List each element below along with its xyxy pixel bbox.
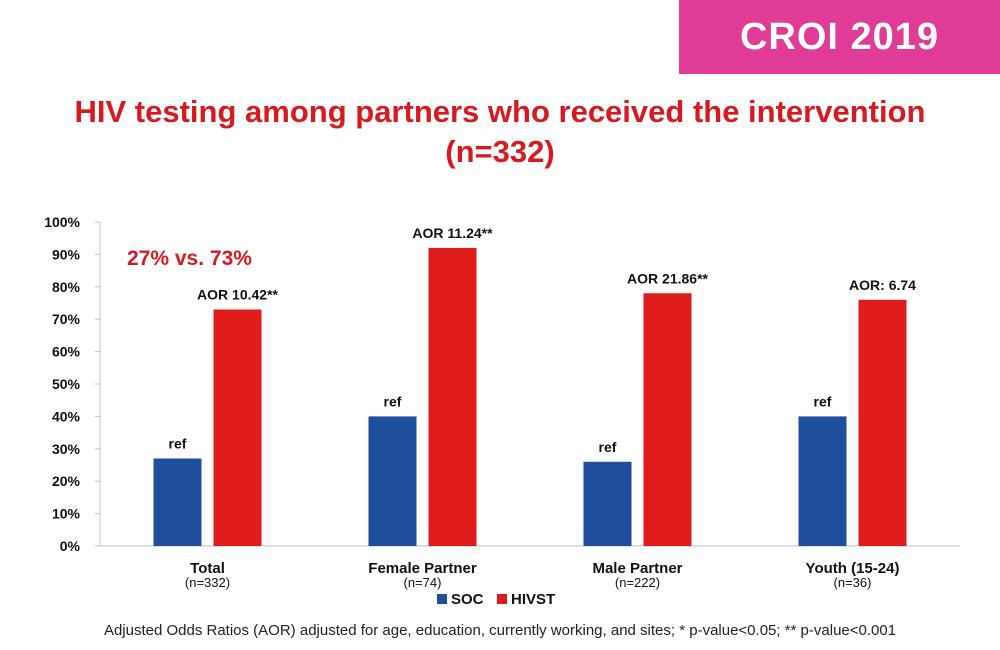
bar-data-label: ref [599, 439, 617, 455]
x-category-label: Female Partner [368, 560, 477, 577]
chart-title-line2: (n=332) [445, 134, 555, 169]
bar-soc [368, 416, 417, 546]
y-tick-label: 20% [52, 473, 81, 489]
bar-data-label: ref [814, 393, 832, 409]
y-tick-label: 90% [52, 246, 81, 262]
legend-swatch-hivst [497, 594, 507, 604]
bar-soc [153, 458, 202, 546]
y-tick-label: 40% [52, 408, 81, 424]
x-category-sublabel: (n=332) [185, 575, 230, 590]
bar-data-label: AOR: 6.74 [849, 277, 916, 293]
bar-soc [583, 461, 632, 546]
y-tick-label: 70% [52, 311, 81, 327]
bar-hivst [213, 309, 262, 546]
x-category-sublabel: (n=36) [834, 575, 872, 590]
y-axis: 0% 10% 20% 30% 40% 50% 60% 70% 80% 90% 100% [44, 214, 960, 554]
comparison-annotation: 27% vs. 73% [127, 247, 252, 270]
bar-chart: 0% 10% 20% 30% 40% 50% 60% 70% 80% 90% 100% ref AOR… [44, 214, 960, 608]
conference-badge: CROI 2019 [679, 0, 1000, 74]
y-tick-label: 10% [52, 506, 81, 522]
x-axis-labels: Total(n=332) Female Partner(n=74) Male Par… [185, 560, 900, 590]
y-tick-label: 80% [52, 279, 81, 295]
y-tick-label: 0% [60, 538, 81, 554]
footnote: Adjusted Odds Ratios (AOR) adjusted for … [103, 622, 897, 639]
y-tick-label: 30% [52, 441, 81, 457]
y-tick-label: 100% [44, 214, 80, 230]
x-category-sublabel: (n=74) [404, 575, 442, 590]
bar-data-label: ref [384, 393, 402, 409]
bars: ref AOR 10.42** ref AOR 11.24** ref AOR 21.86… [153, 225, 916, 547]
chart-title: HIV testing among partners who received … [0, 92, 1000, 172]
x-category-label: Male Partner [592, 560, 682, 577]
x-category-label: Youth (15-24) [806, 560, 900, 577]
chart-title-line1: HIV testing among partners who received … [74, 94, 926, 129]
bar-data-label: ref [169, 436, 187, 452]
bar-data-label: AOR 10.42** [197, 286, 278, 302]
bar-data-label: AOR 11.24** [412, 225, 493, 241]
legend-swatch-soc [437, 594, 447, 604]
y-tick-label: 50% [52, 376, 81, 392]
legend-label-soc: SOC [451, 591, 484, 608]
legend: SOC HIVST [437, 591, 555, 608]
x-category-label: Total [190, 560, 225, 577]
x-category-sublabel: (n=222) [615, 575, 660, 590]
legend-label-hivst: HIVST [511, 591, 555, 608]
bar-hivst [428, 247, 477, 547]
bar-soc [798, 416, 847, 546]
bar-data-label: AOR 21.86** [627, 270, 708, 286]
y-tick-label: 60% [52, 344, 81, 360]
bar-hivst [858, 299, 907, 546]
bar-hivst [643, 293, 692, 546]
